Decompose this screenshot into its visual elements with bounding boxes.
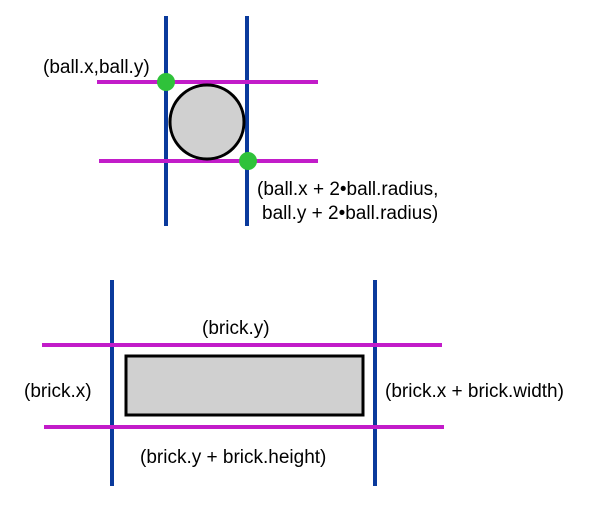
brick-left-label: (brick.x) xyxy=(24,381,92,402)
ball-top-left-label: (ball.x,ball.y) xyxy=(43,57,150,78)
ball-bottom-right-label-line2: ball.y + 2•ball.radius) xyxy=(262,203,438,224)
brick-diagram: (brick.y) (brick.x) (brick.x + brick.wid… xyxy=(24,280,564,486)
brick-bottom-label: (brick.y + brick.height) xyxy=(140,447,326,468)
brick-top-label: (brick.y) xyxy=(202,318,270,339)
ball-shape xyxy=(168,83,246,161)
ball-bottom-right-point xyxy=(239,152,257,170)
ball-top-left-point xyxy=(157,73,175,91)
ball-bottom-right-label-line1: (ball.x + 2•ball.radius, xyxy=(257,179,438,200)
brick-shape xyxy=(124,354,365,417)
brick-right-label: (brick.x + brick.width) xyxy=(385,381,564,402)
ball-diagram: (ball.x,ball.y) (ball.x + 2•ball.radius,… xyxy=(43,16,438,226)
